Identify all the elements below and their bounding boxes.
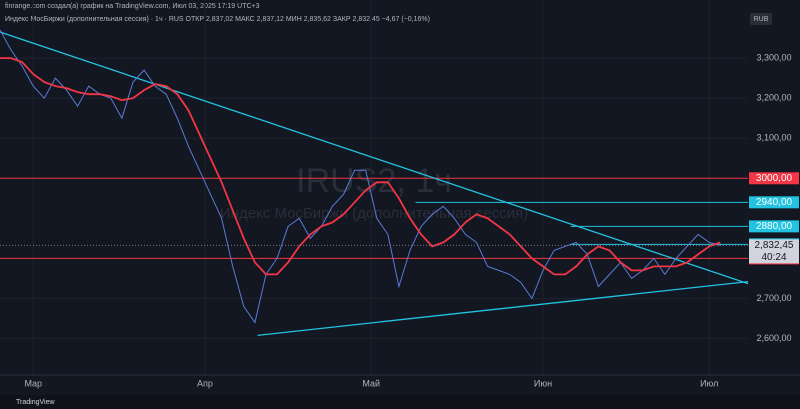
price-line <box>0 57 721 276</box>
footer: TradingView <box>16 399 55 406</box>
price-line <box>0 29 721 324</box>
footer-bar <box>0 395 800 409</box>
x-tick-label: Июл <box>700 378 718 388</box>
last-price-label: 2,832,45 <box>755 240 794 251</box>
watermark: IRUS2, 1ч <box>296 162 452 200</box>
currency: RUB <box>754 16 769 23</box>
credit: finrange.com создал(а) график на Trading… <box>5 3 260 10</box>
level-box <box>749 220 799 233</box>
level-box <box>749 172 799 185</box>
x-tick-label: Апр <box>197 378 213 388</box>
countdown: 40:24 <box>761 252 786 263</box>
currency-box <box>750 13 772 25</box>
trendline <box>0 31 749 285</box>
level-label: 2880,00 <box>756 221 793 232</box>
x-tick-label: Мар <box>24 378 42 388</box>
y-tick-label: 3,300,00 <box>756 52 791 62</box>
x-tick-label: Май <box>362 378 380 388</box>
y-tick-label: 2,700,00 <box>756 293 791 303</box>
x-tick-label: Июн <box>534 378 552 388</box>
watermark-sub: Индекс МосБиржи (дополнительная сессия) <box>220 205 528 222</box>
y-tick-label: 3,200,00 <box>756 93 791 103</box>
level-label: 3000,00 <box>756 173 793 184</box>
legend: Индекс МосБиржи (дополнительная сессия) … <box>5 16 430 23</box>
trendline <box>257 281 749 336</box>
level-box <box>749 196 799 209</box>
y-tick-label: 2,600,00 <box>756 333 791 343</box>
level-label: 2940,00 <box>756 197 793 208</box>
y-tick-label: 3,100,00 <box>756 133 791 143</box>
last-price-box <box>749 239 799 264</box>
